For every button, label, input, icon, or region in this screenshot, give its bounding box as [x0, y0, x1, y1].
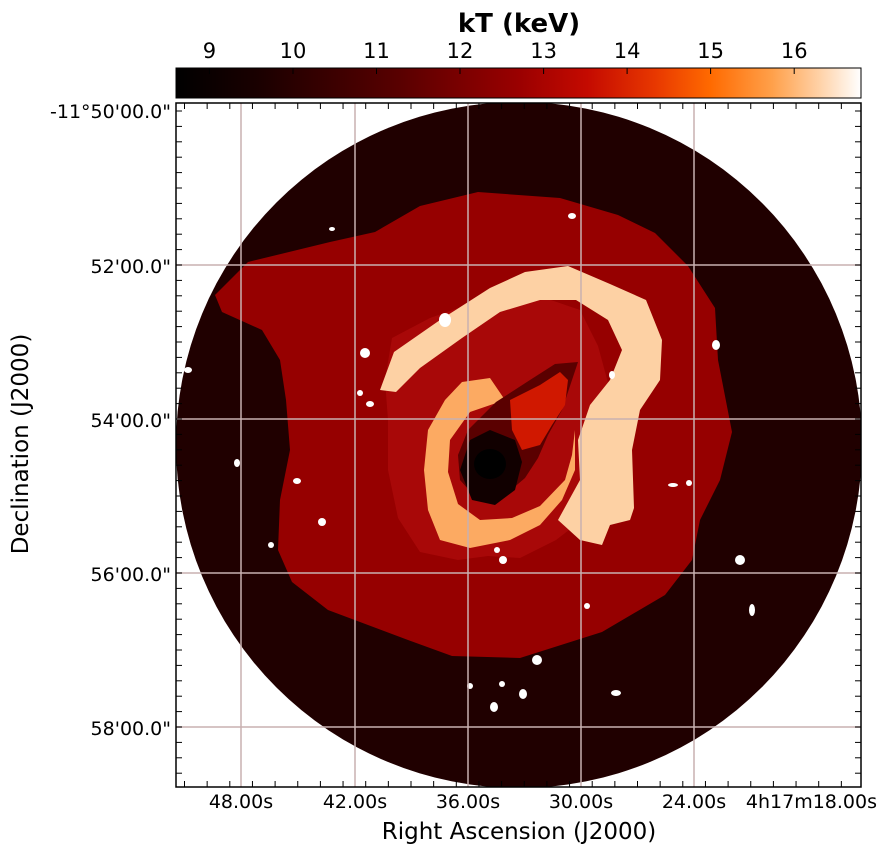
masked-source: [490, 702, 498, 712]
masked-source: [318, 518, 326, 526]
colorbar-tick-label: 11: [363, 39, 390, 63]
x-tick-label: 4h17m18.00s: [746, 791, 877, 813]
region-inner-ring: [424, 378, 575, 548]
masked-source: [360, 348, 370, 358]
masked-source: [749, 604, 755, 616]
masked-source: [532, 655, 542, 665]
x-tick-label: 24.00s: [662, 791, 726, 813]
masked-source: [686, 480, 692, 486]
masked-source: [611, 690, 621, 696]
y-tick-label: 52'00.0": [91, 256, 171, 278]
colorbar: [175, 67, 862, 99]
masked-source: [735, 555, 745, 565]
plot-frame: [175, 102, 862, 788]
y-tick-label: 58'00.0": [91, 718, 171, 740]
x-tick-labels: 48.00s 42.00s 36.00s 30.00s 24.00s 4h17m…: [209, 791, 877, 813]
masked-source: [712, 340, 720, 350]
region-ridge: [510, 372, 568, 450]
region-arc-shell: [380, 266, 662, 545]
y-axis-label: Declination (J2000): [8, 334, 34, 555]
masked-source: [499, 681, 505, 687]
x-tick-label: 42.00s: [323, 791, 387, 813]
coordinate-grid: [176, 103, 861, 787]
y-tick-labels: -11°50'00.0" 52'00.0" 54'00.0" 56'00.0" …: [50, 101, 171, 740]
masked-source: [439, 313, 451, 327]
masked-source: [366, 401, 374, 407]
region-core: [474, 449, 506, 479]
colorbar-tick-label: 16: [781, 39, 808, 63]
masked-source: [494, 547, 500, 553]
masked-source: [584, 603, 590, 609]
colorbar-tick-label: 13: [530, 39, 557, 63]
masked-source: [668, 483, 678, 487]
colorbar-title: kT (keV): [458, 9, 580, 39]
temperature-map: [176, 103, 861, 787]
colorbar-tick-label: 12: [447, 39, 474, 63]
masked-source: [499, 556, 507, 564]
colorbar-tick-marks: [208, 68, 795, 74]
masked-source: [293, 478, 301, 484]
colorbar-tick-label: 10: [280, 39, 307, 63]
masked-source: [357, 390, 363, 396]
y-tick-label: -11°50'00.0": [50, 101, 171, 123]
masked-source: [234, 459, 240, 467]
colorbar-tick-label: 14: [614, 39, 641, 63]
masked-source: [268, 542, 274, 548]
masked-source: [609, 371, 615, 379]
y-tick-label: 56'00.0": [91, 564, 171, 586]
masked-source: [329, 227, 335, 231]
colorbar-tick-label: 9: [203, 39, 216, 63]
masked-source: [519, 689, 527, 699]
masked-point-sources: [184, 213, 755, 712]
axis-tick-marks: [176, 103, 861, 787]
colorbar-tick-labels: 9 10 11 12 13 14 15 16: [203, 39, 808, 63]
masked-source: [568, 213, 576, 219]
x-tick-label: 30.00s: [549, 791, 613, 813]
y-tick-label: 54'00.0": [91, 410, 171, 432]
x-tick-label: 36.00s: [436, 791, 500, 813]
masked-source: [184, 367, 192, 373]
x-axis-label: Right Ascension (J2000): [382, 819, 657, 845]
colorbar-tick-label: 15: [697, 39, 724, 63]
x-tick-label: 48.00s: [209, 791, 273, 813]
